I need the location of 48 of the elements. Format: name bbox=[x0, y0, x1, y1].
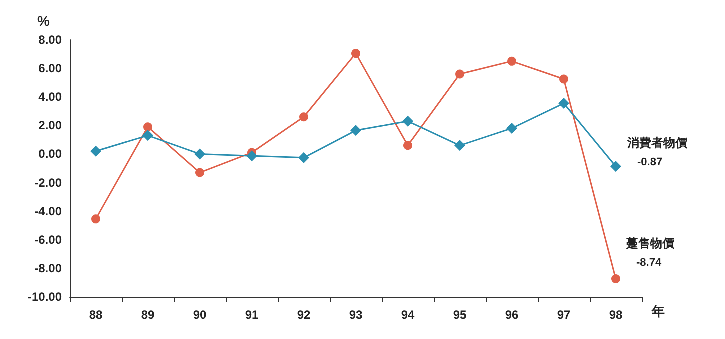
y-tick-label: -10.00 bbox=[28, 290, 62, 304]
x-tick-label: 94 bbox=[401, 308, 415, 322]
data-label: -0.87 bbox=[638, 156, 663, 169]
point bbox=[144, 122, 152, 132]
point bbox=[560, 74, 568, 84]
y-tick-label: 2.00 bbox=[38, 118, 62, 133]
point bbox=[194, 148, 206, 160]
data-label: -8.74 bbox=[636, 257, 662, 270]
y-axis-title: % bbox=[38, 13, 51, 29]
x-tick-label: 95 bbox=[453, 308, 467, 322]
y-tick-label: -4.00 bbox=[34, 204, 62, 218]
point bbox=[246, 150, 258, 162]
point bbox=[300, 112, 308, 122]
point bbox=[612, 274, 620, 284]
series-label: 躉售物價 bbox=[626, 236, 676, 251]
x-axis-title: 年 bbox=[651, 304, 665, 319]
point bbox=[508, 56, 516, 66]
point bbox=[92, 214, 100, 224]
y-tick-label: 0.00 bbox=[38, 147, 62, 162]
y-tick-label: -2.00 bbox=[34, 176, 62, 190]
point bbox=[404, 141, 412, 150]
x-tick-label: 98 bbox=[609, 308, 623, 322]
x-tick-label: 96 bbox=[505, 308, 519, 322]
y-tick-label: 8.00 bbox=[38, 33, 62, 47]
series-label: 消費者物價 bbox=[626, 136, 688, 150]
x-tick-label: 93 bbox=[349, 308, 363, 322]
y-tick-label: 6.00 bbox=[38, 62, 62, 76]
x-tick-label: 89 bbox=[141, 308, 155, 322]
point bbox=[90, 146, 102, 157]
x-tick-label: 92 bbox=[297, 308, 311, 322]
x-tick-label: 90 bbox=[193, 308, 207, 322]
x-tick-label: 88 bbox=[89, 308, 103, 322]
point bbox=[456, 70, 464, 79]
y-tick-label: -6.00 bbox=[34, 232, 62, 247]
y-tick-label: 4.00 bbox=[38, 90, 62, 104]
point bbox=[402, 116, 414, 127]
point bbox=[196, 168, 204, 178]
point bbox=[454, 140, 466, 152]
point bbox=[610, 161, 622, 172]
x-tick-label: 97 bbox=[557, 308, 571, 322]
point bbox=[298, 152, 310, 164]
point bbox=[558, 98, 570, 110]
point bbox=[352, 49, 360, 58]
y-tick-label: -8.00 bbox=[34, 261, 62, 276]
x-tick-label: 91 bbox=[245, 308, 259, 322]
point bbox=[142, 130, 154, 142]
point bbox=[506, 123, 518, 134]
point bbox=[350, 125, 362, 136]
